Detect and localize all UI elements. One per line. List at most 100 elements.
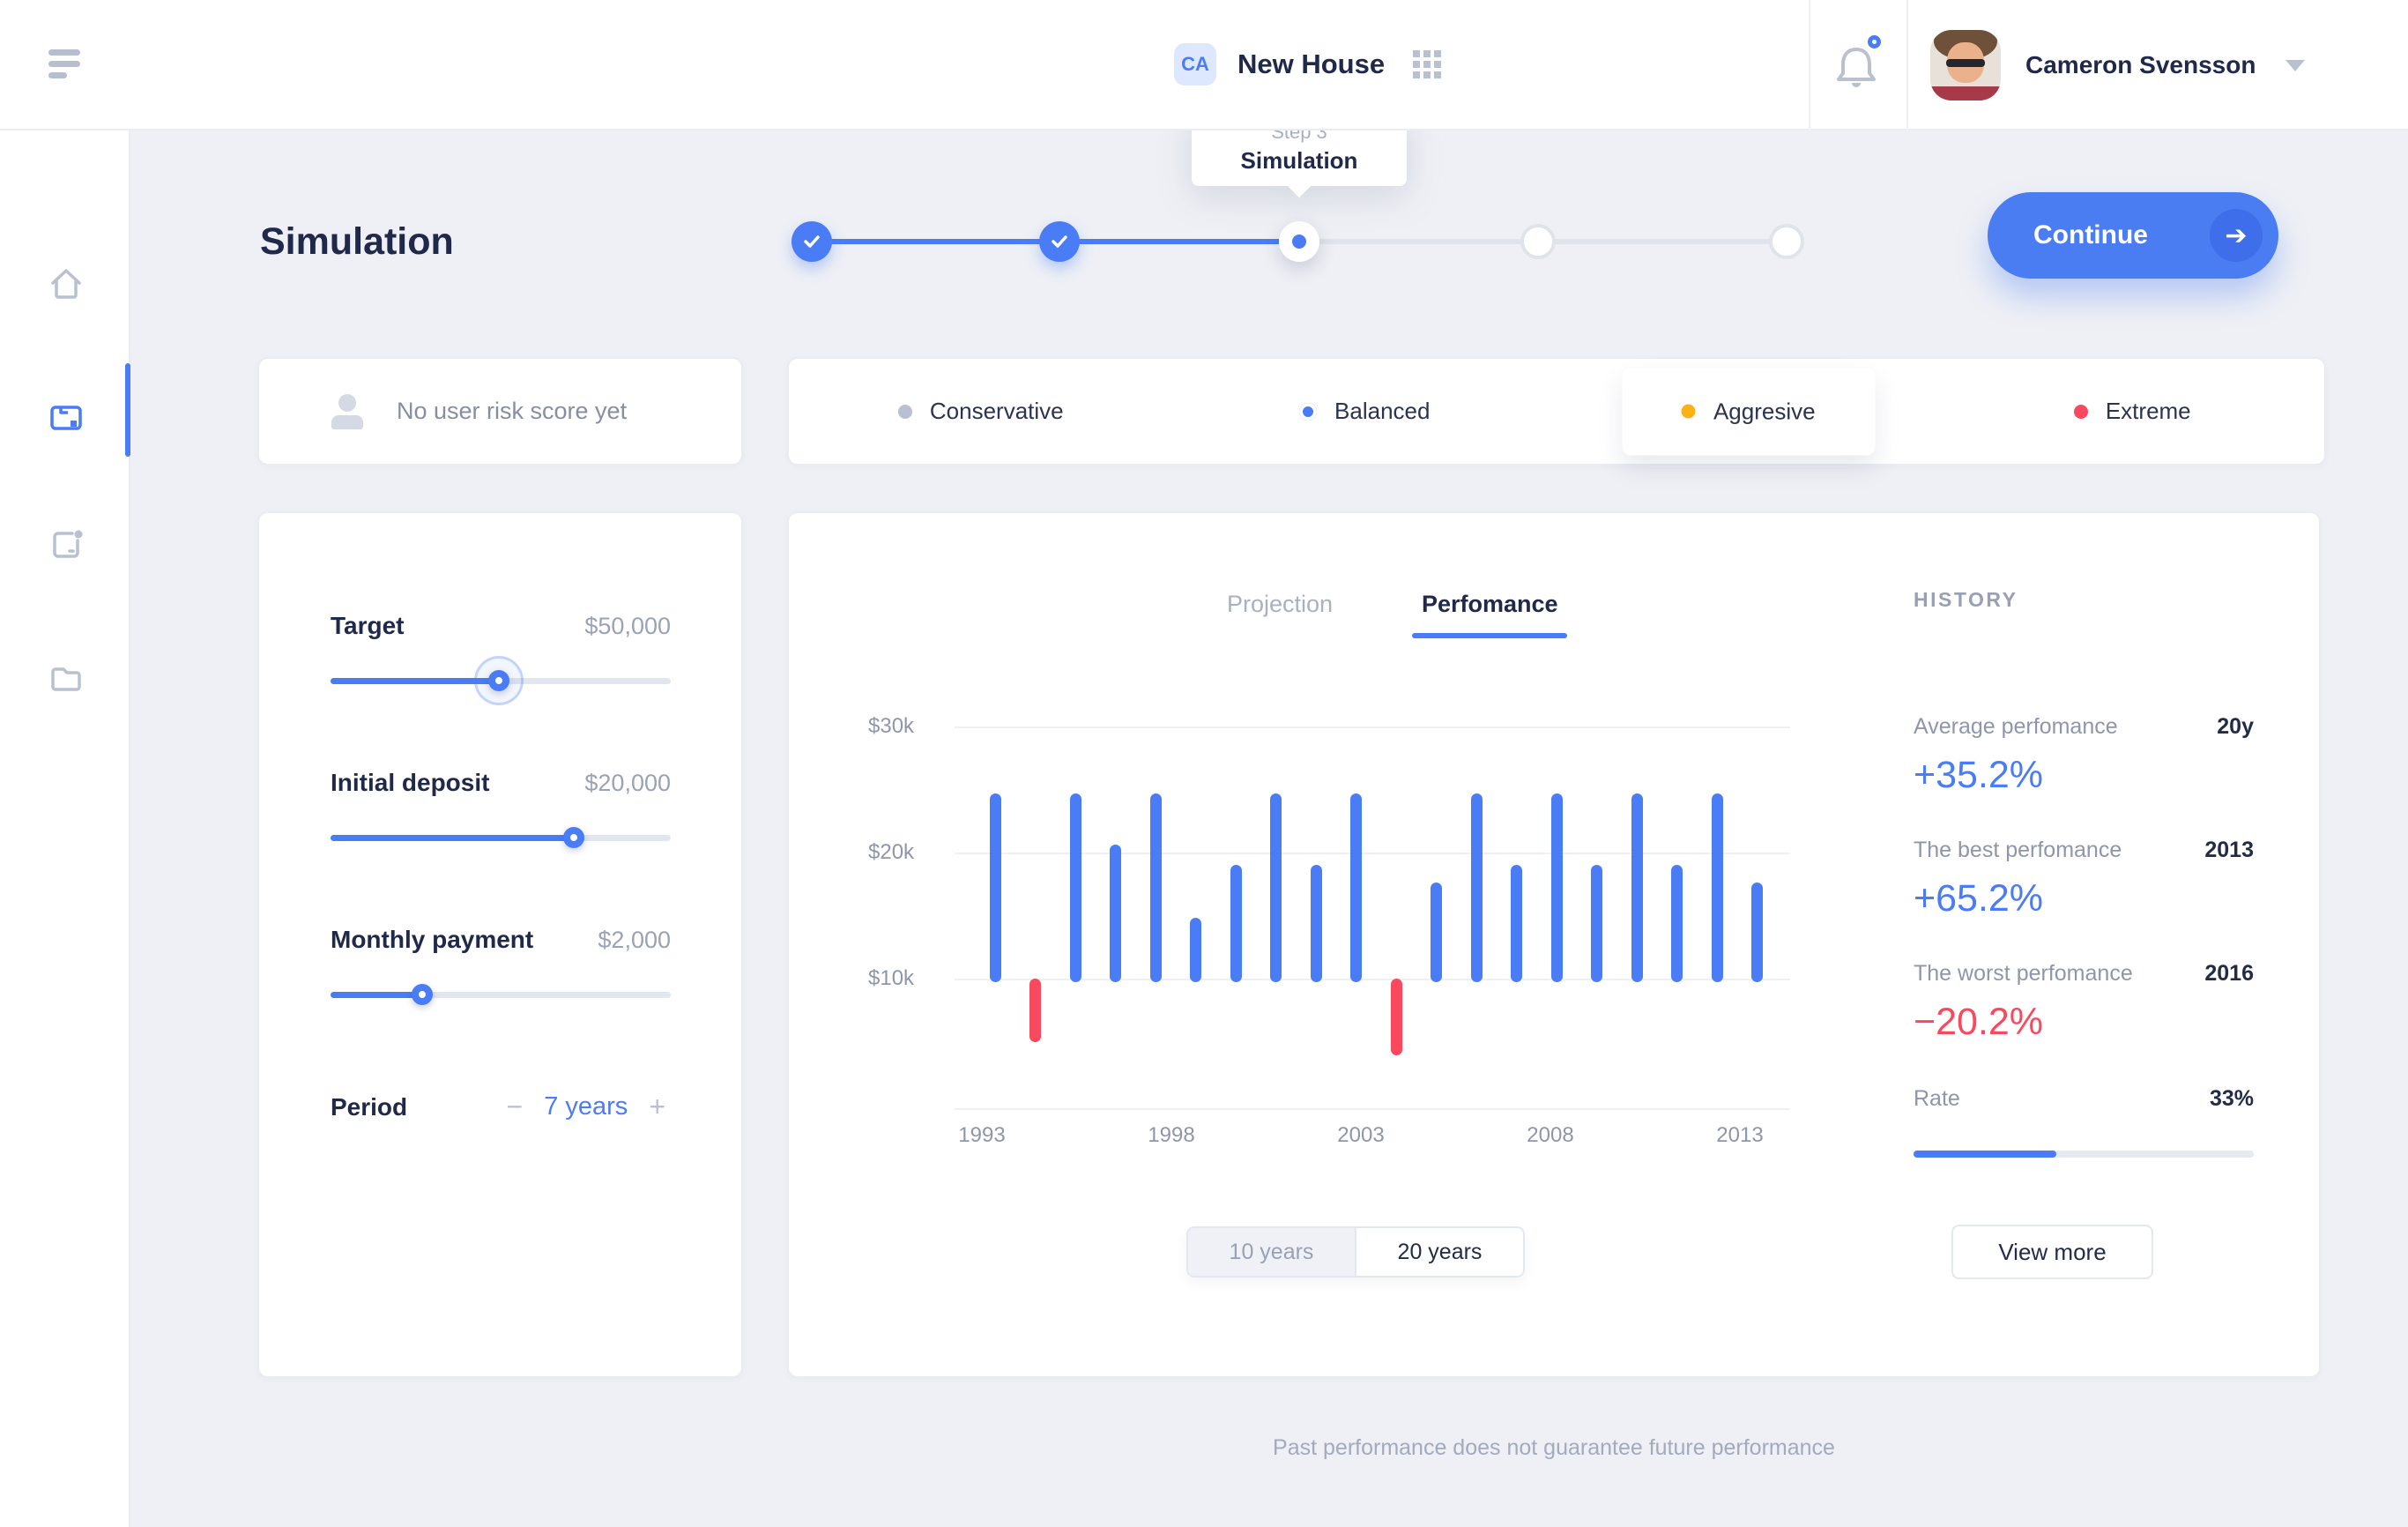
profile-menu[interactable]: Cameron Svensson [1930, 30, 2306, 101]
gridline-20k [955, 853, 1790, 854]
risk-option-label: Aggresive [1713, 398, 1816, 424]
risk-profile-selector: Conservative Balanced Aggresive Extreme [787, 357, 2326, 466]
initial-deposit-label: Initial deposit [331, 769, 490, 796]
avatar[interactable] [1930, 30, 2001, 101]
ytick-20k: $20k [868, 840, 915, 864]
risk-option-aggresive[interactable]: Aggresive [1557, 359, 1941, 464]
view-more-button[interactable]: View more [1951, 1225, 2153, 1279]
arrow-right-icon: ➔ [2210, 209, 2263, 262]
risk-option-label: Extreme [2105, 398, 2191, 424]
hamburger-menu-icon[interactable] [48, 49, 80, 79]
sidebar-item-reports[interactable] [46, 525, 86, 565]
monthly-payment-slider[interactable] [331, 984, 671, 1005]
project-badge: CA [1174, 43, 1216, 86]
history-label: The worst perfomance [1914, 961, 2133, 986]
gridline-30k [955, 726, 1790, 728]
chart-bar-2003 [1390, 979, 1402, 1056]
chart-bar-1994 [1029, 979, 1041, 1042]
simulation-controls-card: Target $50,000 Initial deposit $20,000 [257, 511, 743, 1378]
chart-bar-2002 [1350, 793, 1362, 982]
topbar-divider [1906, 0, 1908, 130]
target-value: $50,000 [584, 613, 671, 639]
notification-dot [1868, 35, 1881, 48]
chart-bar-1993 [989, 793, 1001, 982]
apps-grid-icon[interactable] [1413, 50, 1442, 78]
slider-thumb[interactable] [412, 984, 434, 1005]
step-5-upcoming[interactable] [1769, 224, 1804, 259]
period-label: Period [331, 1092, 408, 1121]
history-value: −20.2% [1914, 1001, 2044, 1043]
period-row: Period − 7 years + [331, 1091, 671, 1123]
history-value: +35.2% [1914, 754, 2044, 796]
history-label: Average perfomance [1914, 714, 2118, 739]
slider-fill [331, 835, 574, 841]
chart-bar-2011 [1711, 793, 1723, 982]
xtick-1998: 1998 [1148, 1123, 1195, 1147]
slider-thumb[interactable] [562, 827, 584, 848]
project-switcher[interactable]: CA New House [1174, 41, 1442, 87]
slider-track[interactable] [331, 992, 671, 998]
rate-progress-fill [1914, 1151, 2057, 1158]
tab-projection[interactable]: Projection [1227, 591, 1334, 617]
step-4-upcoming[interactable] [1520, 224, 1556, 259]
topbar-divider [1809, 0, 1810, 130]
slider-fill [331, 678, 500, 684]
chart-bar-1997 [1149, 793, 1162, 982]
chart-bar-2004 [1431, 883, 1442, 982]
user-name: Cameron Svensson [2025, 51, 2256, 78]
target-slider[interactable] [331, 656, 671, 705]
step-1-done[interactable] [792, 221, 832, 262]
chart-bar-1999 [1230, 865, 1242, 982]
period-value: 7 years [544, 1092, 628, 1121]
xtick-1993: 1993 [958, 1123, 1006, 1147]
step-3-active[interactable] [1279, 221, 1319, 262]
tooltip-step-label: Simulation [1240, 146, 1358, 174]
chart-bar-2007 [1550, 793, 1563, 982]
history-meta: 2013 [2204, 838, 2254, 862]
risk-option-conservative[interactable]: Conservative [789, 359, 1173, 464]
continue-button[interactable]: Continue ➔ [1988, 192, 2278, 279]
initial-deposit-row: Initial deposit $20,000 [331, 769, 671, 848]
conservative-dot-icon [897, 404, 912, 419]
risk-option-extreme[interactable]: Extreme [1941, 359, 2325, 464]
range-20-years[interactable]: 20 years [1356, 1228, 1523, 1276]
tab-perfomance[interactable]: Perfomance [1422, 591, 1558, 617]
period-decrement-button[interactable]: − [506, 1091, 524, 1122]
project-name: New House [1237, 48, 1386, 79]
user-silhouette-icon [330, 393, 365, 429]
period-increment-button[interactable]: + [649, 1091, 665, 1122]
history-average-row: Average perfomance 20y +35.2% [1914, 714, 2254, 797]
gridline-10k-baseline [955, 979, 1790, 980]
aggresive-highlight-card[interactable]: Aggresive [1622, 368, 1876, 455]
sidebar-active-indicator [125, 363, 130, 457]
rate-progress-bar [1914, 1151, 2254, 1158]
risk-score-label: No user risk score yet [397, 398, 628, 424]
range-toggle: 10 years 20 years [1186, 1226, 1525, 1277]
disclaimer-text: Past performance does not guarantee futu… [1273, 1435, 1835, 1460]
sidebar-item-documents[interactable] [46, 658, 86, 698]
range-10-years[interactable]: 10 years [1188, 1228, 1356, 1276]
slider-fill [331, 992, 423, 998]
sidebar [0, 130, 130, 1527]
ytick-30k: $30k [868, 714, 915, 738]
ytick-10k: $10k [868, 966, 915, 990]
initial-deposit-value: $20,000 [584, 770, 671, 796]
sidebar-item-portfolio[interactable] [46, 396, 86, 436]
history-value: +65.2% [1914, 877, 2044, 920]
page-title: Simulation [260, 220, 454, 263]
chevron-down-icon[interactable] [2285, 59, 2306, 71]
initial-deposit-slider[interactable] [331, 827, 671, 848]
xtick-2003: 2003 [1337, 1123, 1385, 1147]
notifications-bell-icon[interactable] [1833, 35, 1883, 92]
continue-label: Continue [2033, 220, 2148, 250]
history-label: The best perfomance [1914, 838, 2122, 862]
slider-thumb[interactable] [488, 670, 510, 691]
history-title: HISTORY [1914, 588, 2018, 611]
target-row: Target $50,000 [331, 612, 671, 705]
risk-option-balanced[interactable]: Balanced [1173, 359, 1557, 464]
chart-bar-2010 [1671, 865, 1683, 982]
monthly-payment-value: $2,000 [598, 927, 671, 953]
sidebar-item-home[interactable] [46, 264, 86, 304]
active-tab-underline [1412, 633, 1567, 638]
step-2-done[interactable] [1039, 221, 1080, 262]
